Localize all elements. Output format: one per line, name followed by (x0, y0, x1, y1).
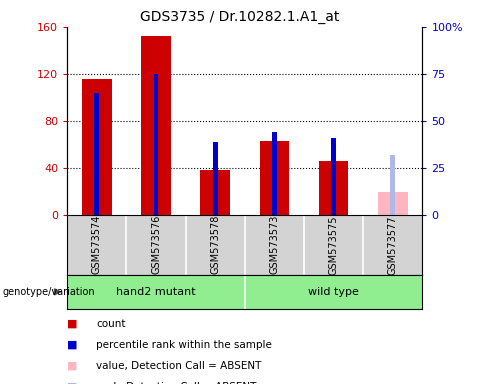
Text: GSM573575: GSM573575 (329, 215, 338, 275)
Text: ■: ■ (67, 382, 78, 384)
Bar (95, 93, 99, 215)
Text: value, Detection Call = ABSENT: value, Detection Call = ABSENT (96, 361, 262, 371)
Bar (272, 132, 277, 215)
Bar (200, 170, 230, 215)
Text: GSM573577: GSM573577 (388, 215, 398, 275)
Bar (260, 141, 289, 215)
Bar (331, 138, 336, 215)
Text: GSM573578: GSM573578 (210, 215, 220, 275)
Text: ■: ■ (67, 339, 78, 350)
Text: GSM573574: GSM573574 (92, 215, 102, 275)
Text: hand2 mutant: hand2 mutant (116, 287, 196, 297)
Bar (378, 192, 408, 215)
Bar (154, 74, 158, 215)
Text: count: count (96, 318, 125, 329)
Text: ■: ■ (67, 318, 78, 329)
Text: GSM573576: GSM573576 (151, 215, 161, 275)
Text: rank, Detection Call = ABSENT: rank, Detection Call = ABSENT (96, 382, 256, 384)
Bar (390, 155, 395, 215)
Text: genotype/variation: genotype/variation (2, 287, 95, 297)
Bar (141, 36, 171, 215)
Text: wild type: wild type (308, 287, 359, 297)
Bar (319, 161, 348, 215)
Bar (213, 142, 217, 215)
Text: percentile rank within the sample: percentile rank within the sample (96, 339, 272, 350)
Bar (82, 79, 111, 215)
Text: ■: ■ (67, 361, 78, 371)
Text: GDS3735 / Dr.10282.1.A1_at: GDS3735 / Dr.10282.1.A1_at (140, 10, 340, 23)
Text: GSM573573: GSM573573 (269, 215, 279, 275)
